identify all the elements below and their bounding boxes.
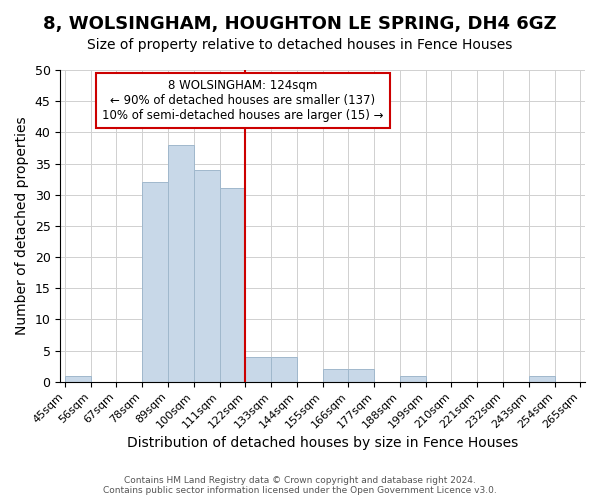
Text: Contains HM Land Registry data © Crown copyright and database right 2024.
Contai: Contains HM Land Registry data © Crown c… [103, 476, 497, 495]
Bar [529, 376, 554, 382]
Bar [220, 188, 245, 382]
Bar [349, 370, 374, 382]
Bar [142, 182, 168, 382]
Text: Size of property relative to detached houses in Fence Houses: Size of property relative to detached ho… [88, 38, 512, 52]
X-axis label: Distribution of detached houses by size in Fence Houses: Distribution of detached houses by size … [127, 436, 518, 450]
Bar [168, 145, 194, 382]
Bar [400, 376, 426, 382]
Bar [245, 357, 271, 382]
Text: 8 WOLSINGHAM: 124sqm
← 90% of detached houses are smaller (137)
10% of semi-deta: 8 WOLSINGHAM: 124sqm ← 90% of detached h… [102, 80, 384, 122]
Text: 8, WOLSINGHAM, HOUGHTON LE SPRING, DH4 6GZ: 8, WOLSINGHAM, HOUGHTON LE SPRING, DH4 6… [43, 15, 557, 33]
Bar [271, 357, 297, 382]
Y-axis label: Number of detached properties: Number of detached properties [15, 116, 29, 335]
Bar [65, 376, 91, 382]
Bar [323, 370, 349, 382]
Bar [194, 170, 220, 382]
